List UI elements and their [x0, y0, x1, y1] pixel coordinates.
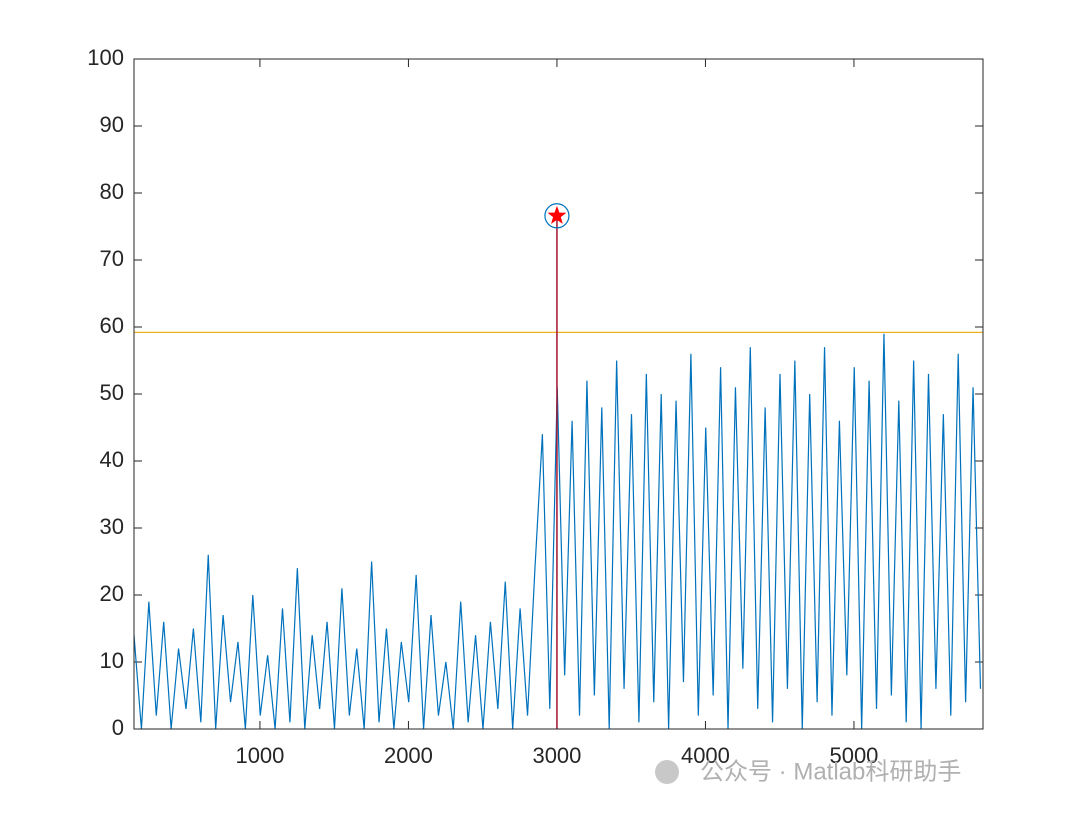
y-tick-label: 0 — [112, 715, 124, 740]
y-tick-label: 30 — [100, 514, 124, 539]
x-tick-label: 3000 — [532, 743, 581, 768]
peak-circle — [544, 203, 570, 229]
y-tick-label: 10 — [100, 648, 124, 673]
y-tick-label: 90 — [100, 112, 124, 137]
axes-box — [133, 58, 984, 730]
x-tick-label: 2000 — [384, 743, 433, 768]
y-tick-label: 70 — [100, 246, 124, 271]
y-tick-label: 80 — [100, 179, 124, 204]
y-tick-label: 40 — [100, 447, 124, 472]
y-tick-label: 50 — [100, 380, 124, 405]
x-tick-label: 5000 — [829, 743, 878, 768]
y-tick-label: 20 — [100, 581, 124, 606]
x-tick-label: 4000 — [681, 743, 730, 768]
y-tick-label: 60 — [100, 313, 124, 338]
watermark-icon — [655, 760, 679, 784]
y-tick-label: 100 — [87, 45, 124, 70]
x-tick-label: 1000 — [235, 743, 284, 768]
watermark: 公众号 · Matlab科研助手 — [700, 758, 961, 785]
peak-star — [547, 205, 567, 224]
